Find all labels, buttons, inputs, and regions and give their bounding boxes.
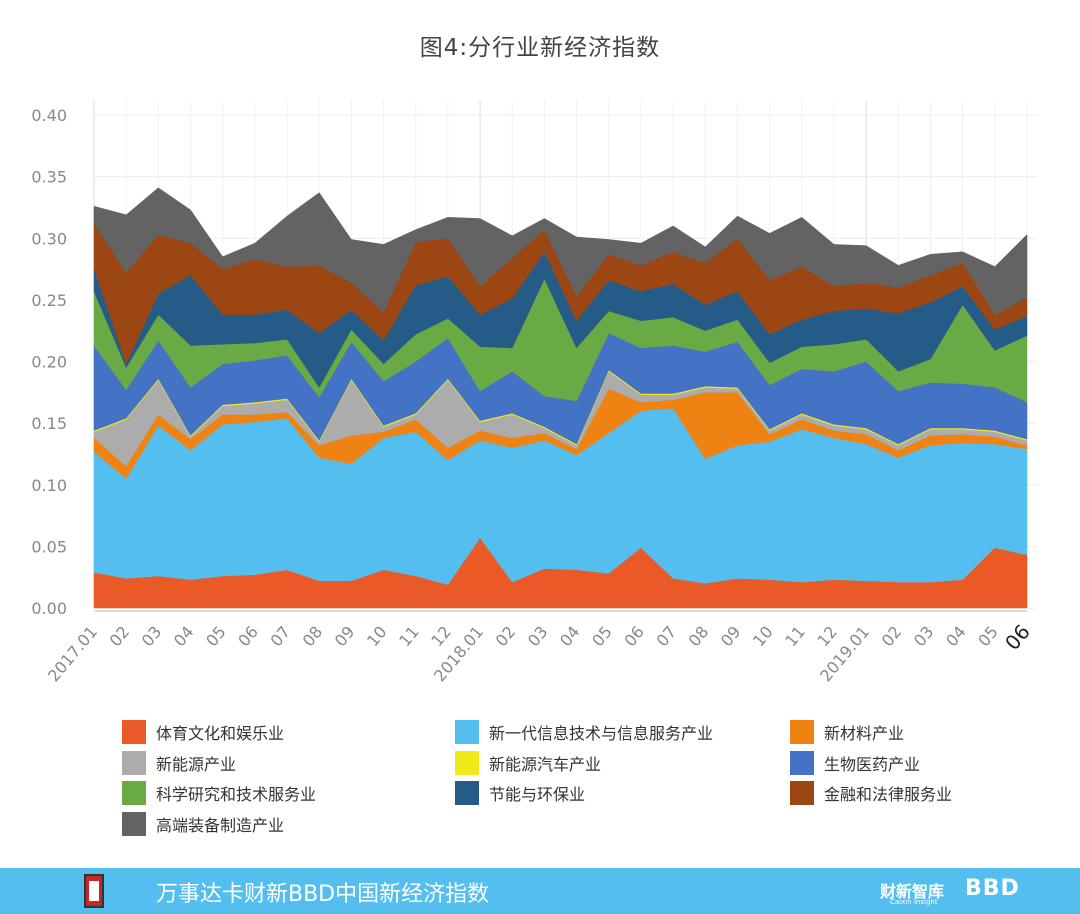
legend-label: 体育文化和娱乐业 [156, 724, 285, 743]
x-tick-label: 09 [331, 622, 359, 650]
y-tick-label: 0.40 [31, 106, 67, 125]
x-tick-label: 08 [685, 622, 713, 650]
x-tick-label: 05 [202, 622, 230, 650]
x-tick-label: 2017.01 [44, 622, 101, 685]
x-tick-label: 03 [524, 622, 552, 650]
y-tick-label: 0.20 [31, 353, 67, 372]
legend-swatch [790, 720, 814, 744]
x-tick-label: 06 [1000, 620, 1035, 655]
legend-item: 体育文化和娱乐业 [122, 720, 284, 744]
y-tick-label: 0.15 [31, 414, 67, 433]
legend-label: 新材料产业 [824, 724, 905, 743]
x-tick-label: 03 [138, 622, 166, 650]
legend-swatch [122, 750, 146, 775]
area-layer [93, 187, 1028, 609]
x-tick-label: 07 [653, 622, 681, 650]
y-tick-label: 0.05 [31, 537, 67, 556]
legend-label: 新能源汽车产业 [489, 754, 602, 774]
legend-item: 节能与环保业 [455, 781, 585, 805]
x-tick-label: 08 [299, 622, 327, 650]
caixin-insight-logo: 财新智库 [880, 882, 945, 901]
legend-swatch [790, 750, 814, 775]
x-tick-label: 12 [813, 622, 841, 650]
legend-label: 金融和法律服务业 [824, 785, 953, 804]
legend-item: 新一代信息技术与信息服务产业 [455, 720, 713, 744]
legend-item: 新材料产业 [790, 720, 904, 744]
x-tick-label: 10 [749, 622, 777, 650]
x-tick-label: 04 [170, 622, 198, 650]
legend-swatch [790, 781, 814, 805]
y-tick-label: 0.10 [31, 476, 67, 495]
legend-label: 科学研究和技术服务业 [156, 785, 317, 804]
x-tick-label: 03 [910, 622, 938, 650]
x-tick-label: 11 [395, 622, 423, 650]
legend-swatch [122, 720, 146, 744]
x-tick-label: 12 [427, 622, 455, 650]
y-tick-label: 0.25 [31, 291, 67, 310]
legend-item: 高端装备制造产业 [122, 811, 285, 836]
x-tick-label: 04 [942, 622, 970, 650]
legend-swatch [455, 781, 479, 805]
x-tick-label: 07 [266, 622, 294, 650]
legend-item: 生物医药产业 [790, 750, 921, 775]
x-tick-label: 10 [363, 622, 391, 650]
legend-label: 高端装备制造产业 [156, 815, 285, 835]
legend-label: 新能源产业 [156, 754, 237, 774]
x-tick-label: 09 [717, 622, 745, 650]
x-tick-label: 11 [781, 622, 809, 650]
legend-swatch [122, 811, 146, 836]
nei-logo-icon [84, 874, 104, 908]
legend-label: 生物医药产业 [824, 754, 921, 774]
legend-item: 金融和法律服务业 [790, 781, 952, 805]
caixin-insight-subtitle: Caixin Insight [890, 898, 938, 906]
footer-banner: 万事达卡财新BBD中国新经济指数 财新智库 Caixin Insight BBD [0, 868, 1080, 914]
legend-label: 节能与环保业 [489, 785, 586, 804]
x-tick-label: 04 [556, 622, 584, 650]
x-tick-label: 02 [492, 622, 520, 650]
y-tick-label: 0.30 [31, 229, 67, 248]
bbd-logo: BBD [965, 876, 1020, 901]
x-tick-label: 05 [974, 622, 1002, 650]
x-tick-label: 06 [620, 622, 648, 650]
x-tick-label: 06 [234, 622, 262, 650]
legend-item: 新能源汽车产业 [455, 750, 602, 775]
legend-item: 新能源产业 [122, 750, 237, 775]
legend-swatch [455, 720, 479, 744]
footer-title: 万事达卡财新BBD中国新经济指数 [156, 882, 490, 907]
area-series-高端装备制造产业 [93, 187, 1028, 315]
legend-swatch [122, 781, 146, 805]
x-tick-label: 02 [106, 622, 134, 650]
y-tick-label: 0.35 [31, 168, 67, 187]
y-tick-label: 0.00 [31, 599, 67, 618]
x-tick-label: 05 [588, 622, 616, 650]
stacked-area-chart: 0.00 0.05 0.10 0.15 0.20 0.25 0.30 0.35 0.40 2017… [31, 100, 1037, 685]
chart-title: 图4:分行业新经济指数 [419, 35, 661, 61]
legend-item: 科学研究和技术服务业 [122, 781, 316, 805]
legend-swatch [455, 750, 479, 775]
legend-label: 新一代信息技术与信息服务产业 [489, 724, 714, 743]
x-tick-label: 02 [878, 622, 906, 650]
